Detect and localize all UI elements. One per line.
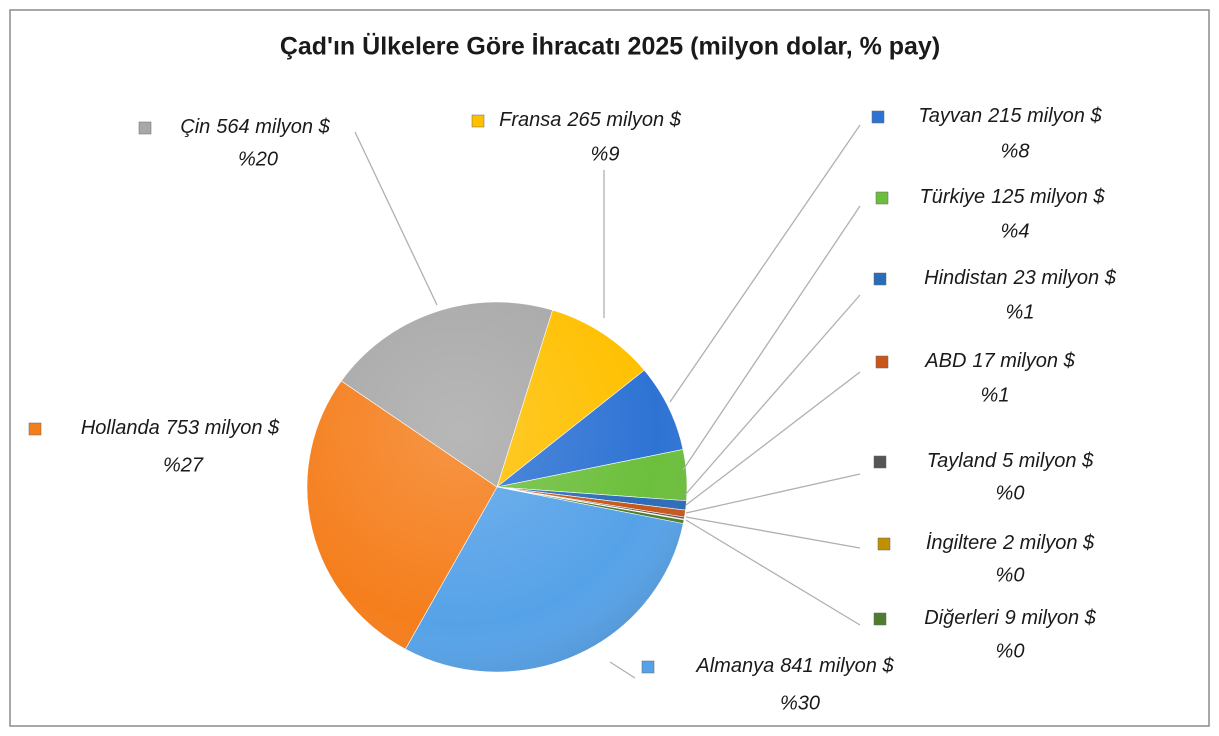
value-label: 841 milyon $ [780, 655, 894, 677]
value-label: 215 milyon $ [987, 105, 1102, 127]
percent-label: %1 [981, 384, 1010, 406]
leader-line [685, 516, 861, 549]
data-label: Almanya 841 milyon $ [695, 655, 894, 677]
percent-label: %9 [591, 143, 620, 165]
value-label: 17 milyon $ [972, 350, 1075, 372]
value-label: 5 milyon $ [1002, 450, 1094, 472]
legend-key [877, 537, 891, 551]
leader-line [685, 519, 861, 626]
category-name: Türkiye [920, 186, 986, 208]
legend-key [873, 612, 887, 626]
leader-line [685, 371, 861, 506]
category-name: Hindistan [924, 267, 1007, 289]
data-label: İngiltere 2 milyon $ [926, 532, 1095, 554]
data-label: Çin 564 milyon $ [180, 116, 330, 138]
category-name: Hollanda [81, 417, 160, 439]
value-label: 9 milyon $ [1005, 607, 1097, 629]
category-name: Tayvan [918, 105, 982, 127]
legend-key [875, 191, 889, 205]
category-name: İngiltere [926, 532, 997, 554]
category-name: Fransa [499, 109, 561, 131]
value-label: 753 milyon $ [166, 417, 280, 439]
percent-label: %8 [1001, 140, 1030, 162]
leader-line [685, 473, 861, 514]
value-label: 2 milyon $ [1002, 532, 1095, 554]
category-name: ABD [924, 350, 966, 372]
leader-line [609, 661, 636, 679]
category-name: Tayland [927, 450, 997, 472]
percent-label: %0 [996, 640, 1025, 662]
category-name: Çin [180, 116, 210, 138]
value-label: 125 milyon $ [991, 186, 1105, 208]
legend-key [871, 110, 885, 124]
percent-label: %0 [996, 564, 1025, 586]
percent-label: %30 [780, 692, 820, 714]
data-label: Hollanda 753 milyon $ [81, 417, 280, 439]
leader-line [669, 124, 861, 403]
percent-label: %1 [1006, 301, 1035, 323]
value-label: 564 milyon $ [216, 116, 330, 138]
data-label: Tayland 5 milyon $ [927, 450, 1094, 472]
leader-line [682, 205, 861, 471]
percent-label: %4 [1001, 220, 1030, 242]
value-label: 265 milyon $ [566, 109, 681, 131]
legend-key [873, 455, 887, 469]
data-label: ABD 17 milyon $ [924, 350, 1075, 372]
leader-line [354, 131, 438, 306]
percent-label: %27 [163, 454, 204, 476]
legend-key [471, 114, 485, 128]
data-label: Tayvan 215 milyon $ [918, 105, 1102, 127]
data-label: Diğerleri 9 milyon $ [924, 607, 1096, 629]
legend-key [875, 355, 889, 369]
legend-key [873, 272, 887, 286]
leader-line [684, 294, 861, 496]
category-name: Diğerleri [924, 607, 999, 629]
percent-label: %20 [238, 148, 278, 170]
data-label: Fransa 265 milyon $ [499, 109, 682, 131]
legend-key [28, 422, 42, 436]
value-label: 23 milyon $ [1013, 267, 1117, 289]
data-label: Türkiye 125 milyon $ [920, 186, 1106, 208]
data-label: Hindistan 23 milyon $ [924, 267, 1117, 289]
percent-label: %0 [996, 482, 1025, 504]
category-name: Almanya [695, 655, 774, 677]
legend-key [138, 121, 152, 135]
chart-title: Çad'ın Ülkelere Göre İhracatı 2025 (mily… [280, 32, 940, 61]
legend-key [641, 660, 655, 674]
